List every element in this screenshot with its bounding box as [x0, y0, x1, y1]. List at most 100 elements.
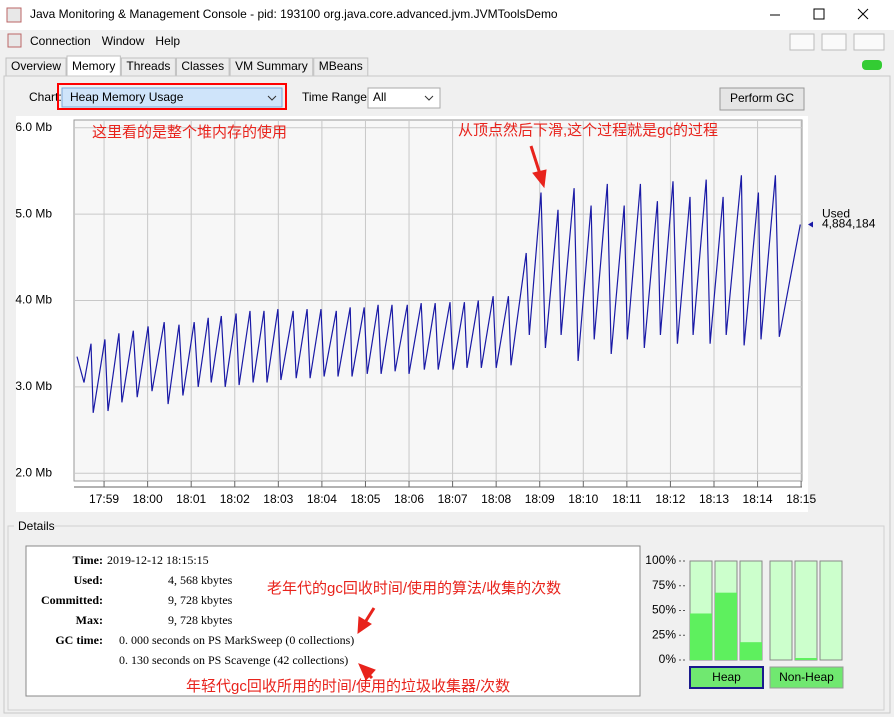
annotation: 从顶点然后下滑,这个过程就是gc的过程: [458, 122, 718, 139]
frame-icon: [7, 33, 22, 48]
detail-value: 4, 568 kbytes: [168, 573, 233, 587]
pool-bar-bg: [794, 560, 818, 661]
chart-select[interactable]: [61, 87, 283, 108]
maximize-button[interactable]: [813, 8, 825, 20]
x-tick-label: 18:05: [350, 492, 380, 506]
y-tick-label: 2.0 Mb: [15, 465, 52, 479]
detail-key: Committed:: [41, 593, 103, 607]
dropdown-arrow: [424, 95, 434, 101]
x-tick-label: 18:09: [525, 492, 555, 506]
inner-restore[interactable]: [821, 33, 847, 51]
pool-bar-bg: [769, 560, 793, 661]
x-tick-label: 18:02: [220, 492, 250, 506]
legend-name: Used: [822, 207, 850, 221]
dropdown-arrow: [267, 95, 277, 101]
chart-select-value: Heap Memory Usage: [70, 90, 184, 104]
tab-label: VM Summary: [235, 59, 308, 73]
pool-tick-label: 100%: [645, 553, 676, 567]
legend-marker: [808, 221, 813, 228]
menu: Connection Window Help: [30, 34, 180, 48]
inner-window-buttons: [789, 33, 885, 51]
perform-gc-button[interactable]: [719, 87, 805, 111]
detail-value: 2019-12-12 18:15:15: [107, 553, 209, 567]
x-tick-label: 18:03: [263, 492, 293, 506]
details-title: Details: [18, 519, 55, 533]
y-tick-label: 6.0 Mb: [15, 120, 52, 134]
pool-button[interactable]: [769, 666, 844, 689]
x-tick-label: 18:14: [743, 492, 773, 506]
pool-button-label: Heap: [712, 670, 741, 684]
pool-tick-label: 50%: [652, 603, 676, 617]
tab-label: Classes: [181, 59, 224, 73]
details-box: [25, 545, 641, 697]
annotations: 这里看的是整个堆内存的使用 从顶点然后下滑,这个过程就是gc的过程老年代的gc回收…: [92, 122, 718, 695]
x-tick-label: 18:15: [786, 492, 816, 506]
x-tick-label: 18:06: [394, 492, 424, 506]
detail-key: Used:: [74, 573, 103, 587]
x-tick-label: 18:13: [699, 492, 729, 506]
details-rows: Time: 2019-12-12 18:15:15 Used: 4, 568 kbyt…: [41, 553, 354, 667]
highlight-box: [57, 83, 287, 110]
x-tick-label: 18:12: [655, 492, 685, 506]
detail-key: Time:: [73, 553, 103, 567]
tab-strip: Overview Memory Threads Classes VM Summary MB…: [5, 55, 369, 78]
pool-bar: [690, 613, 712, 660]
close-button[interactable]: [857, 8, 869, 20]
window-title: Java Monitoring & Management Console - p…: [30, 7, 558, 21]
arrowhead: [532, 169, 547, 189]
pool-tick-label: 0%: [659, 652, 677, 666]
connection-icon: [862, 60, 882, 70]
tab-label: Overview: [11, 59, 61, 73]
detail-key: Max:: [76, 613, 103, 627]
x-tick-label: 18:11: [612, 492, 641, 506]
arrowhead: [358, 663, 376, 681]
arrowhead: [357, 616, 372, 634]
x-tick-label: 18:07: [438, 492, 468, 506]
detail-value: 9, 728 kbytes: [168, 593, 233, 607]
detail-value: 0. 130 seconds on PS Scavenge (42 collec…: [119, 653, 348, 667]
x-tick-label: 18:01: [176, 492, 206, 506]
menu-item[interactable]: Window: [102, 34, 145, 48]
memory-chart: 2.0 Mb 3.0 Mb 4.0 Mb 5.0 Mb 6.0 Mb 17:59 18:00…: [15, 120, 875, 506]
x-tick-label: 17:59: [89, 492, 119, 506]
time-range-value: All: [373, 90, 386, 104]
x-tick-label: 18:08: [481, 492, 511, 506]
time-range-select[interactable]: [367, 87, 441, 109]
x-tick-label: 18:04: [307, 492, 337, 506]
tab-label: Memory: [72, 59, 115, 73]
legend-value: 4,884,184: [822, 217, 876, 231]
menu-item[interactable]: Help: [155, 34, 180, 48]
title-bar: [0, 0, 894, 30]
inner-close[interactable]: [853, 33, 885, 51]
detail-value: 0. 000 seconds on PS MarkSweep (0 collec…: [119, 633, 354, 647]
arrows: [357, 145, 547, 681]
inner-minimize[interactable]: [789, 33, 815, 51]
pool-bar: [715, 592, 737, 660]
details-title-bg: [14, 520, 54, 534]
details-group: [7, 525, 885, 711]
menu-item[interactable]: Connection: [30, 34, 91, 48]
menu-bar: [0, 30, 894, 54]
pool-chart: 0% 25% 50% 75% 100% Heap Non-Heap: [645, 553, 844, 689]
y-tick-label: 5.0 Mb: [15, 206, 52, 220]
y-tick-label: 4.0 Mb: [15, 293, 52, 307]
series-line: [76, 175, 801, 413]
pool-button-label: Non-Heap: [779, 670, 834, 684]
chart-label: Chart:: [29, 90, 62, 104]
y-tick-label: 3.0 Mb: [15, 379, 52, 393]
x-tick-label: 18:10: [568, 492, 598, 506]
pool-button[interactable]: [689, 666, 764, 689]
tab-label: Threads: [126, 59, 170, 73]
pool-bar-bg: [819, 560, 843, 661]
annotation: 老年代的gc回收时间/使用的算法/收集的次数: [267, 579, 561, 597]
time-range-label: Time Range:: [302, 90, 370, 104]
x-tick-label: 18:00: [133, 492, 163, 506]
perform-gc-label: Perform GC: [730, 91, 794, 105]
annotation: 这里看的是整个堆内存的使用: [92, 124, 287, 141]
arrow: [529, 145, 542, 175]
app-icon: [6, 7, 22, 23]
detail-value: 9, 728 kbytes: [168, 613, 233, 627]
detail-key: GC time:: [55, 633, 103, 647]
